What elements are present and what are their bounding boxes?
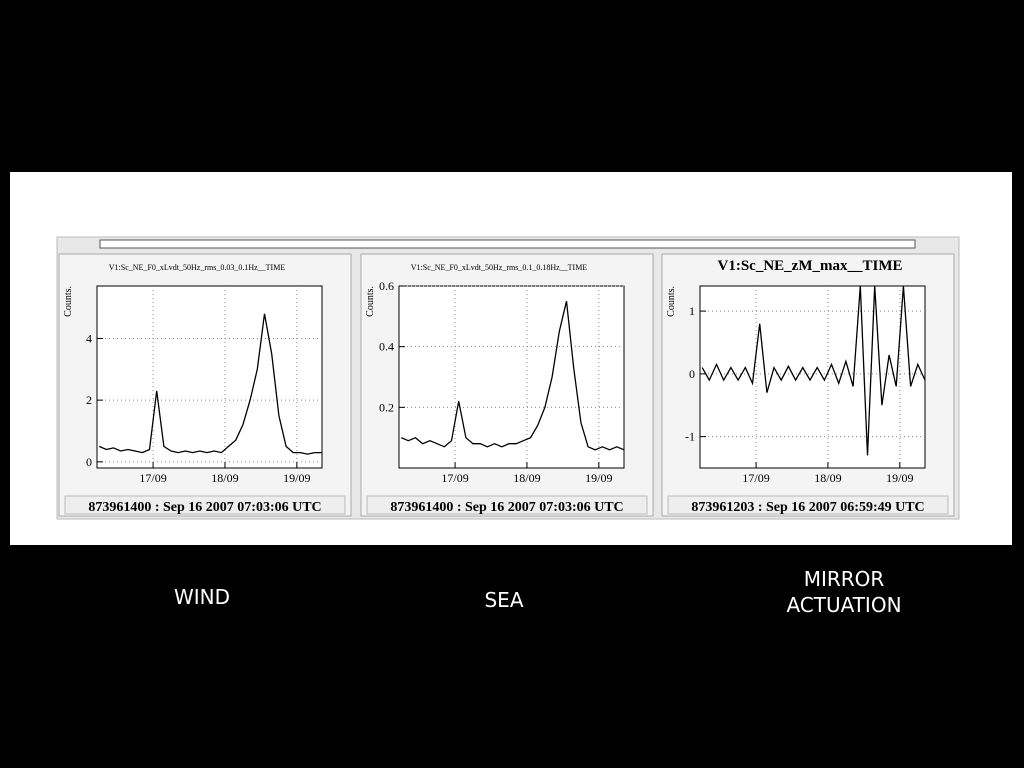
y-tick-label: 0 xyxy=(689,367,695,381)
footer-box xyxy=(366,495,648,515)
data-line xyxy=(98,313,322,455)
x-tick-label: 17/09 xyxy=(742,471,769,485)
x-tick-label: 19/09 xyxy=(585,471,612,485)
data-line xyxy=(701,285,926,456)
y-axis-label: Counts. xyxy=(666,286,677,317)
footer-text: 873961203 : Sep 16 2007 06:59:49 UTC xyxy=(691,500,924,515)
y-tick-label: 1 xyxy=(689,304,695,318)
x-tick-label: 19/09 xyxy=(283,471,310,485)
chart-title: V1:Sc_NE_F0_xLvdt_50Hz_rms_0.1_0.18Hz__T… xyxy=(411,263,588,272)
y-tick-label: 4 xyxy=(86,331,92,345)
x-tick-label: 17/09 xyxy=(139,471,166,485)
footer-text: 873961400 : Sep 16 2007 07:03:06 UTC xyxy=(390,500,623,515)
x-tick-label: 18/09 xyxy=(211,471,238,485)
caption: WIND xyxy=(173,585,231,609)
y-tick-label: 0.4 xyxy=(379,340,394,354)
y-tick-label: 2 xyxy=(86,393,92,407)
plot-area xyxy=(96,285,323,469)
footer-box xyxy=(667,495,949,515)
chart-title: V1:Sc_NE_F0_xLvdt_50Hz_rms_0.03_0.1Hz__T… xyxy=(109,263,286,272)
slide-figure: V1:Sc_NE_F0_xLvdt_50Hz_rms_0.03_0.1Hz__T… xyxy=(10,172,1012,545)
x-tick-label: 17/09 xyxy=(441,471,468,485)
y-tick-label: 0.2 xyxy=(379,400,394,414)
y-tick-label: 0.6 xyxy=(379,279,394,293)
caption: MIRROR ACTUATION xyxy=(786,567,902,617)
data-line xyxy=(400,301,625,451)
footer-box xyxy=(64,495,346,515)
x-tick-label: 18/09 xyxy=(513,471,540,485)
x-tick-label: 19/09 xyxy=(886,471,913,485)
x-tick-label: 18/09 xyxy=(814,471,841,485)
footer-text: 873961400 : Sep 16 2007 07:03:06 UTC xyxy=(88,500,321,515)
chart-title: V1:Sc_NE_zM_max__TIME xyxy=(718,258,903,274)
caption: SEA xyxy=(484,588,524,612)
plot-area xyxy=(398,285,625,469)
canvas-header-bar xyxy=(99,239,916,249)
y-axis-label: Counts. xyxy=(365,286,376,317)
y-axis-label: Counts. xyxy=(63,286,74,317)
y-tick-label: 0 xyxy=(86,455,92,469)
y-tick-label: -1 xyxy=(685,430,695,444)
